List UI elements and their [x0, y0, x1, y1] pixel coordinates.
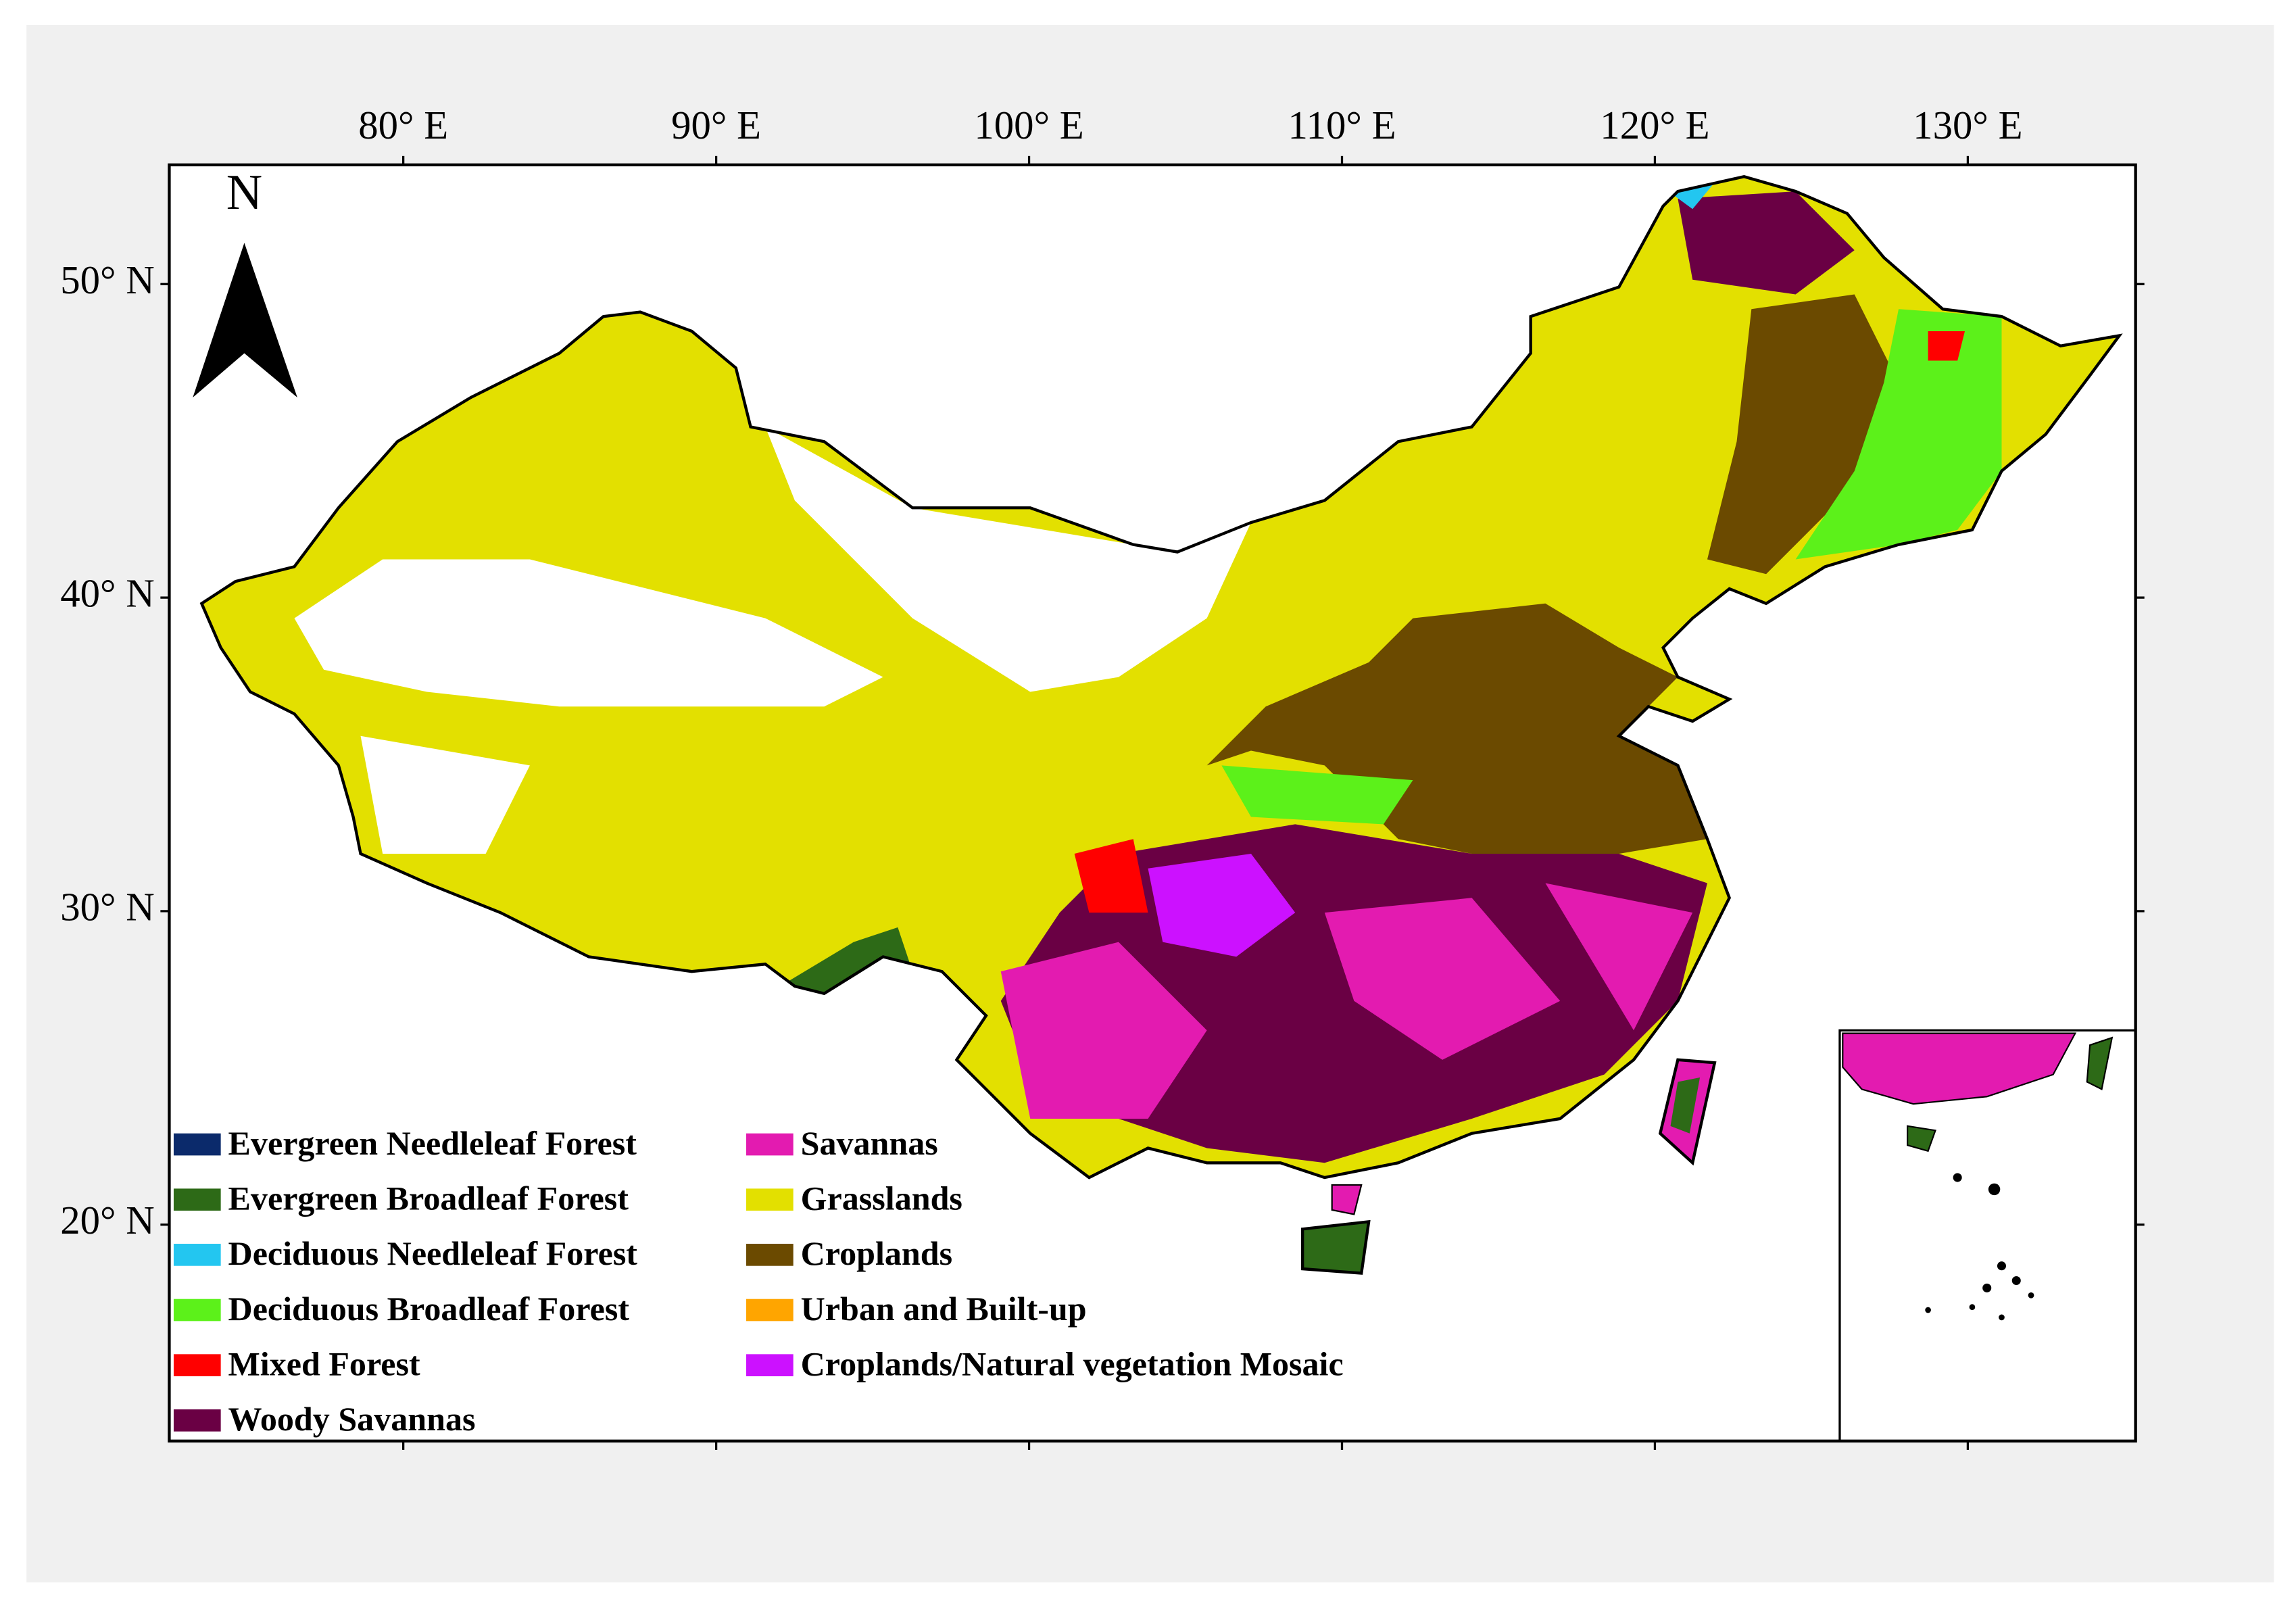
- desert-area: [765, 427, 1251, 692]
- broadleaf-area: [1221, 765, 1413, 825]
- legend-label: Evergreen Needleleaf Forest: [228, 1124, 637, 1162]
- legend-label: Urban and Built-up: [801, 1290, 1087, 1328]
- legend-swatch: [173, 1409, 221, 1432]
- desert-area: [294, 559, 883, 707]
- y-tick-label: 20° N: [60, 1198, 154, 1242]
- desert-area: [360, 735, 530, 854]
- legend-swatch: [746, 1244, 793, 1266]
- legend-label: Croplands/Natural vegetation Mosaic: [801, 1344, 1344, 1382]
- legend-label: Croplands: [801, 1234, 953, 1272]
- savanna-area: [1545, 883, 1693, 1031]
- inset-islets: [1925, 1173, 2034, 1321]
- north-arrow-shape: [193, 243, 297, 397]
- legend-swatch: [746, 1133, 793, 1156]
- inset-island: [1907, 1125, 1936, 1153]
- legend-swatch: [173, 1188, 221, 1211]
- legend-swatch: [746, 1299, 793, 1322]
- taiwan-forest: [1670, 1077, 1701, 1134]
- legend: Evergreen Needleleaf Forest Evergreen Bro…: [173, 1124, 1344, 1438]
- y-tick-label: 30° N: [60, 885, 154, 929]
- inset-map: [1838, 1029, 2137, 1443]
- y-tick-label: 50° N: [60, 258, 154, 302]
- legend-swatch: [173, 1133, 221, 1156]
- x-tick-label: 90° E: [671, 103, 761, 147]
- legend-label: Evergreen Broadleaf Forest: [228, 1179, 629, 1217]
- legend-label: Deciduous Broadleaf Forest: [228, 1290, 630, 1328]
- leizhou-peninsula: [1331, 1184, 1363, 1215]
- inset-land: [1842, 1032, 2077, 1105]
- legend-label: Woody Savannas: [228, 1400, 476, 1438]
- north-arrow: N: [193, 165, 297, 397]
- inset-island: [2086, 1036, 2114, 1091]
- legend-swatch: [173, 1244, 221, 1266]
- legend-label: Mixed Forest: [228, 1344, 420, 1382]
- x-tick-label: 100° E: [974, 103, 1083, 147]
- x-tick-label: 80° E: [358, 103, 448, 147]
- x-tick-label: 110° E: [1288, 103, 1396, 147]
- legend-label: Grasslands: [801, 1179, 962, 1217]
- graticule-ticks: 80° E 90° E 100° E 110° E 120° E 130° E 50° N 4…: [60, 103, 2145, 1450]
- hainan-island: [1300, 1219, 1371, 1275]
- x-tick-label: 130° E: [1913, 103, 2022, 147]
- legend-swatch: [746, 1188, 793, 1211]
- mixed-forest-area: [1074, 839, 1148, 913]
- savanna-area: [1000, 942, 1207, 1119]
- map-frame: [168, 163, 2137, 1443]
- mosaic-area: [1148, 853, 1296, 957]
- legend-swatch: [173, 1299, 221, 1322]
- north-label: N: [226, 165, 262, 220]
- legend-swatch: [746, 1354, 793, 1377]
- mixed-forest-area: [1928, 331, 1965, 361]
- savanna-area: [1324, 898, 1561, 1060]
- woody-savanna-area: [1678, 191, 1855, 295]
- legend-label: Savannas: [801, 1124, 938, 1162]
- x-tick-label: 120° E: [1600, 103, 1709, 147]
- country-border: [199, 175, 2123, 1180]
- legend-label: Deciduous Needleleaf Forest: [228, 1234, 638, 1272]
- broadleaf-area: [1795, 309, 2002, 560]
- y-tick-label: 40° N: [60, 572, 154, 616]
- cropland-area: [1206, 603, 1707, 854]
- cropland-area: [1707, 294, 1899, 575]
- legend-swatch: [173, 1354, 221, 1377]
